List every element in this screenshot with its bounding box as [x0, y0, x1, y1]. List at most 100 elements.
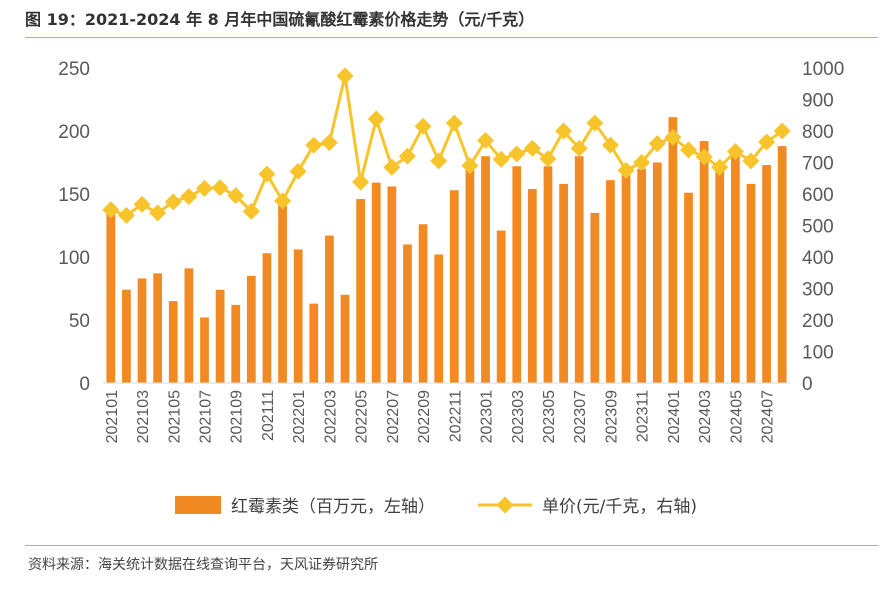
y-left-tick-label: 250: [58, 59, 90, 80]
bar-202105: [169, 301, 178, 383]
price-marker-202303: [508, 146, 525, 163]
y-right-tick-label: 700: [802, 154, 834, 175]
bar-202110: [247, 276, 256, 383]
y-left-tick-label: 100: [58, 248, 90, 269]
price-marker-202108: [212, 179, 229, 196]
legend-label-bar: 红霉素类（百万元，左轴）: [231, 497, 435, 517]
price-marker-202310: [618, 162, 635, 179]
y-right-tick-label: 800: [802, 122, 834, 143]
y-right-tick-label: 100: [802, 343, 834, 364]
bar-202301: [481, 156, 490, 383]
bar-202111: [263, 253, 272, 383]
bar-202211: [450, 190, 459, 383]
y-left-tick-label: 150: [58, 185, 90, 206]
x-tick-label: 202307: [572, 390, 589, 443]
source-note: 资料来源：海关统计数据在线查询平台，天风证券研究所: [28, 554, 378, 574]
bar-202305: [544, 166, 553, 383]
x-tick-label: 202203: [322, 390, 339, 443]
price-marker-202212: [461, 157, 478, 174]
x-tick-label: 202403: [697, 390, 714, 443]
bar-202101: [106, 213, 115, 383]
price-marker-202206: [368, 111, 385, 128]
bar-202104: [153, 273, 162, 383]
price-marker-202106: [180, 188, 197, 205]
bar-202304: [528, 189, 537, 383]
x-tick-label: 202201: [291, 390, 308, 443]
price-marker-202202: [305, 137, 322, 154]
bar-202209: [419, 224, 428, 383]
bar-202302: [497, 231, 506, 383]
bar-202102: [122, 290, 131, 383]
legend-label-line: 单价(元/千克，右轴): [542, 497, 697, 517]
x-tick-label: 202305: [541, 390, 558, 443]
bar-202404: [715, 168, 724, 383]
bar-202312: [653, 163, 662, 384]
x-tick-label: 202101: [104, 390, 121, 443]
chart: 0 50 100 150 200 250 0 100 200 300 400 500 600 700 80…: [0, 0, 888, 540]
y-left-tick-label: 0: [79, 374, 90, 395]
bar-series: [106, 117, 786, 383]
price-marker-202101: [102, 201, 119, 218]
legend: 红霉素类（百万元，左轴） 单价(元/千克，右轴): [175, 496, 697, 517]
bar-202402: [684, 193, 693, 383]
x-tick-label: 202207: [385, 390, 402, 443]
x-tick-label: 202103: [135, 390, 152, 443]
bar-202204: [341, 295, 350, 383]
y-right-tick-label: 600: [802, 185, 834, 206]
y-right-tick-label: 500: [802, 217, 834, 238]
bar-202108: [216, 290, 225, 383]
x-tick-label: 202405: [728, 390, 745, 443]
y-left-tick-label: 200: [58, 122, 90, 143]
bar-202107: [200, 317, 209, 383]
bar-202103: [138, 278, 147, 383]
bar-202212: [466, 161, 475, 383]
x-tick-label: 202401: [666, 390, 683, 443]
y-right-tick-label: 0: [802, 374, 813, 395]
bar-202309: [606, 180, 615, 383]
y-left-tick-label: 50: [69, 311, 90, 332]
y-right-tick-label: 200: [802, 311, 834, 332]
bar-202112: [278, 200, 287, 383]
y-axis-left: 0 50 100 150 200 250: [58, 59, 90, 395]
bar-202202: [309, 304, 318, 383]
legend-swatch-marker: [497, 497, 514, 514]
price-marker-202107: [196, 180, 213, 197]
x-tick-label: 202301: [479, 390, 496, 443]
x-tick-label: 202309: [603, 390, 620, 443]
legend-swatch-bar: [175, 496, 221, 514]
x-tick-label: 202311: [635, 390, 652, 442]
source-rule: [25, 545, 878, 546]
x-tick-label: 202211: [447, 390, 464, 442]
price-marker-202204: [337, 67, 354, 84]
bar-202306: [559, 184, 568, 383]
bar-202208: [403, 244, 412, 383]
x-tick-label: 202205: [354, 390, 371, 443]
x-tick-label: 202303: [510, 390, 527, 443]
x-axis: 202101 202103 202105 202107 202109 202111 2022…: [104, 390, 777, 443]
bar-202210: [434, 254, 443, 383]
bar-202406: [747, 184, 756, 383]
bar-202405: [731, 154, 740, 383]
y-right-tick-label: 400: [802, 248, 834, 269]
bar-202310: [622, 169, 631, 383]
price-marker-202210: [430, 152, 447, 169]
bar-202201: [294, 249, 303, 383]
bar-202303: [512, 166, 521, 383]
x-tick-label: 202109: [229, 390, 246, 443]
price-marker-202304: [524, 140, 541, 157]
y-right-tick-label: 900: [802, 91, 834, 112]
bar-202407: [762, 165, 771, 383]
bar-202308: [590, 213, 599, 383]
price-marker-202305: [540, 150, 557, 167]
price-line: [111, 76, 782, 216]
x-tick-label: 202407: [760, 390, 777, 443]
price-marker-202111: [258, 166, 275, 183]
bar-202205: [356, 199, 365, 383]
bar-202401: [669, 117, 678, 383]
bar-202408: [778, 146, 787, 383]
bar-202403: [700, 141, 709, 383]
price-marker-202403: [696, 148, 713, 165]
price-marker-202203: [321, 134, 338, 151]
bar-202203: [325, 236, 334, 383]
bar-202307: [575, 156, 584, 383]
